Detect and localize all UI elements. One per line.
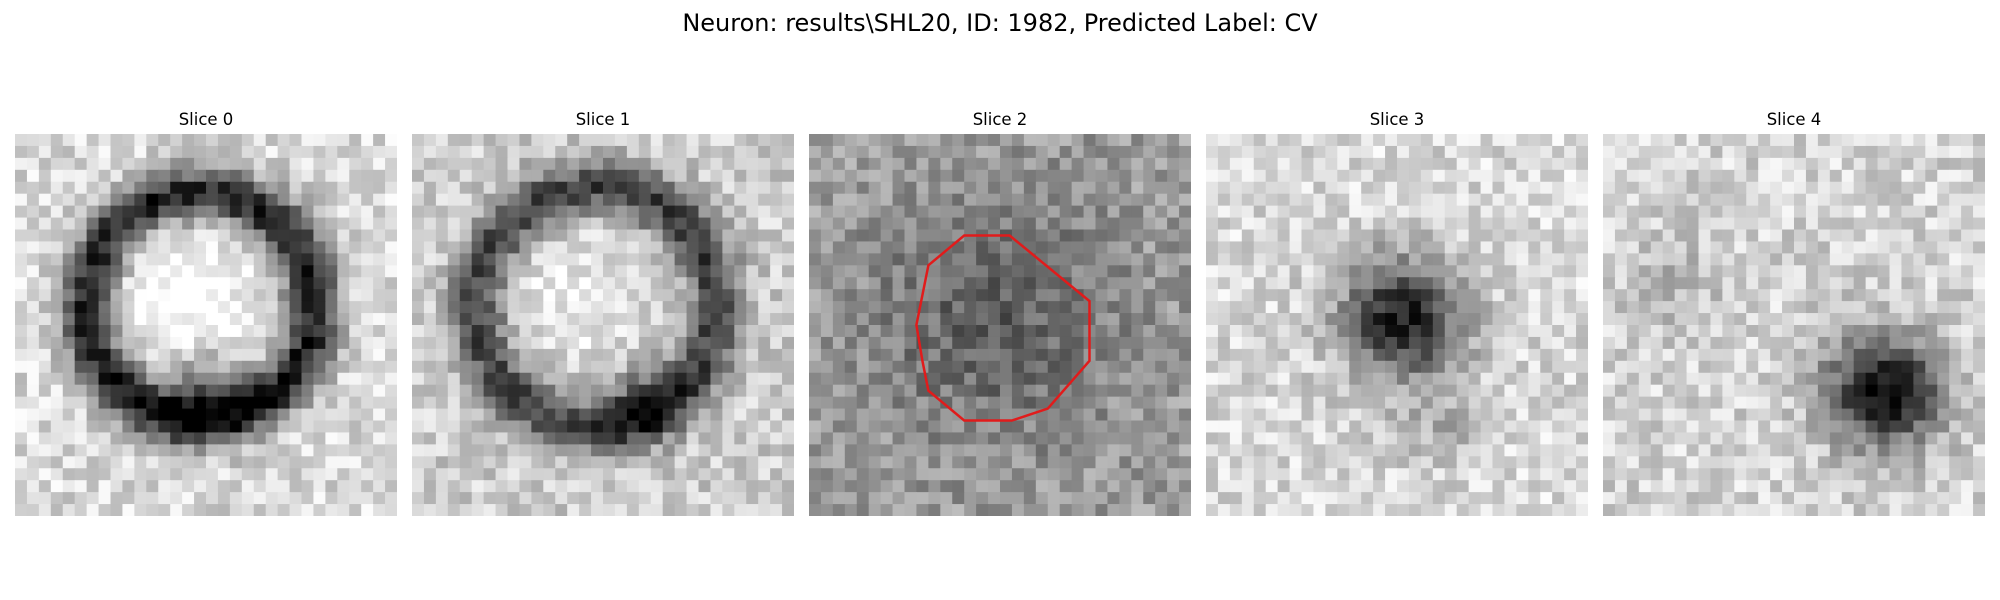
slice-title-0: Slice 0 [178, 110, 234, 129]
slice-image-2 [809, 134, 1191, 516]
slice-image-3 [1206, 134, 1588, 516]
slice-image-1 [412, 134, 794, 516]
slice-image-4 [1603, 134, 1985, 516]
segmentation-contour [915, 234, 1091, 422]
slice-title-1: Slice 1 [575, 110, 631, 129]
figure-title: Neuron: results\SHL20, ID: 1982, Predict… [682, 9, 1318, 37]
slice-title-4: Slice 4 [1766, 110, 1822, 129]
slice-title-3: Slice 3 [1369, 110, 1425, 129]
slice-panel-0: Slice 0 [15, 108, 397, 516]
slice-panel-3: Slice 3 [1206, 108, 1588, 516]
slice-title-2: Slice 2 [972, 110, 1028, 129]
slice-image-0 [15, 134, 397, 516]
slice-panel-1: Slice 1 [412, 108, 794, 516]
slice-panel-2: Slice 2 [809, 108, 1191, 516]
slice-panel-4: Slice 4 [1603, 108, 1985, 516]
